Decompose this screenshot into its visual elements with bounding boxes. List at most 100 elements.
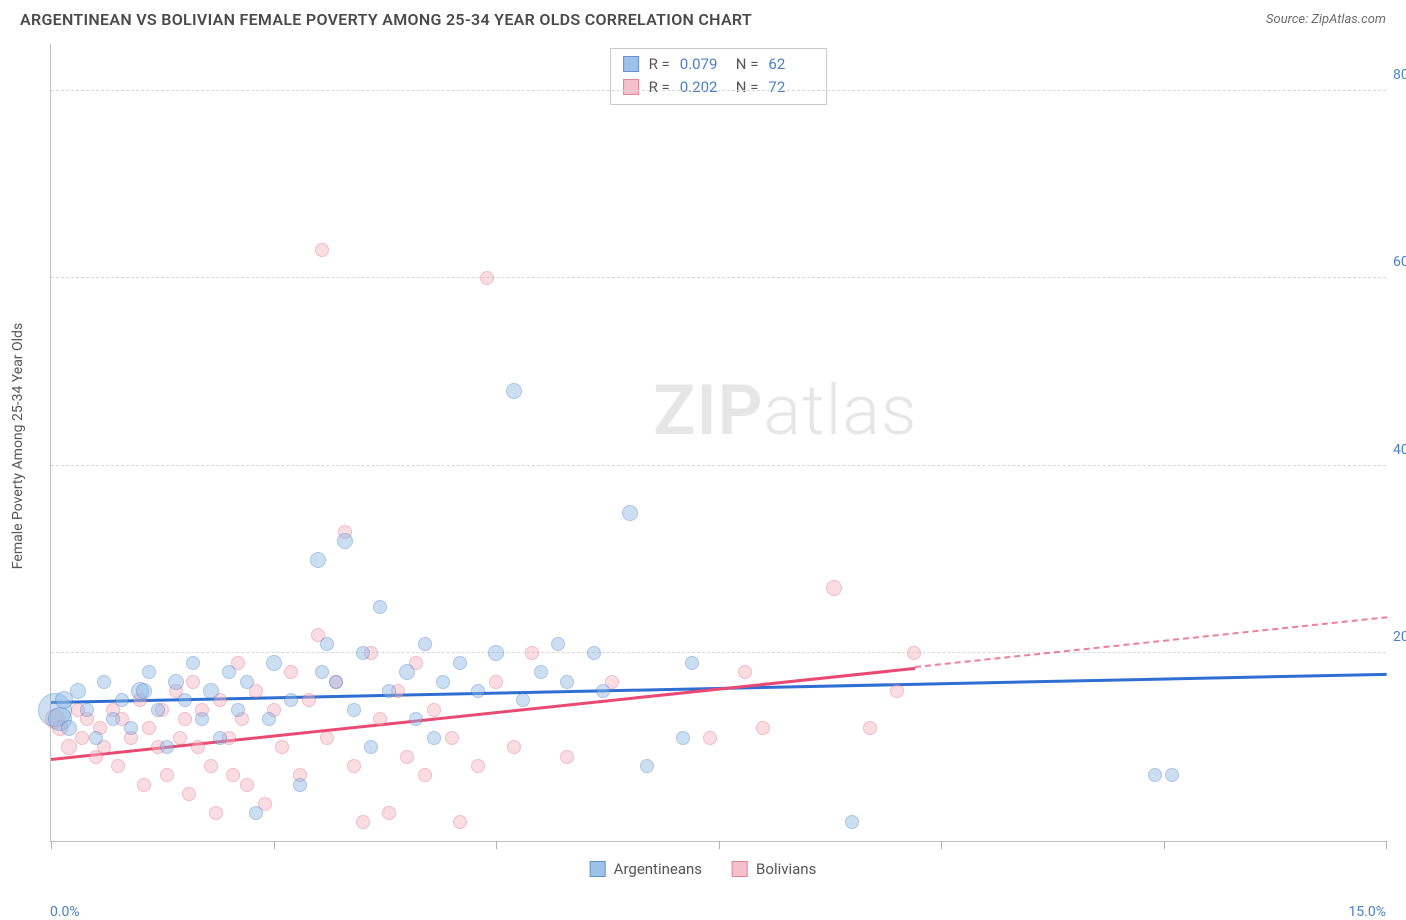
data-point (845, 815, 859, 829)
data-point (489, 675, 503, 689)
data-point (587, 646, 601, 660)
data-point (738, 665, 752, 679)
data-point (151, 703, 165, 717)
data-point (382, 806, 396, 820)
data-point (178, 693, 192, 707)
data-point (507, 740, 521, 754)
data-point (195, 712, 209, 726)
data-point (315, 243, 329, 257)
data-point (226, 768, 240, 782)
swatch-bolivians-icon (732, 861, 748, 877)
data-point (329, 675, 343, 689)
stats-n-label: N = (736, 53, 759, 76)
x-tick (719, 841, 720, 849)
x-tick (51, 841, 52, 849)
y-tick-label: 40.0% (1393, 442, 1406, 458)
stats-n-value-a: 62 (768, 53, 814, 76)
data-point (115, 693, 129, 707)
data-point (399, 664, 415, 680)
data-point (471, 759, 485, 773)
data-point (70, 683, 86, 699)
data-point (676, 731, 690, 745)
data-point (347, 759, 361, 773)
x-axis-min-label: 0.0% (50, 904, 80, 920)
series-legend: Argentineans Bolivians (590, 860, 817, 878)
data-point (863, 721, 877, 735)
data-point (890, 684, 904, 698)
data-point (111, 759, 125, 773)
stats-r-label: R = (649, 76, 670, 99)
data-point (231, 703, 245, 717)
stats-r-value-a: 0.079 (680, 53, 726, 76)
data-point (427, 731, 441, 745)
watermark-light: atlas (764, 370, 918, 452)
data-point (703, 731, 717, 745)
stats-n-label: N = (736, 76, 759, 99)
x-tick (941, 841, 942, 849)
data-point (186, 675, 200, 689)
data-point (826, 580, 842, 596)
data-point (240, 778, 254, 792)
data-point (480, 271, 494, 285)
data-point (516, 693, 530, 707)
gridline (51, 465, 1386, 466)
data-point (373, 712, 387, 726)
data-point (75, 731, 89, 745)
gridline (51, 90, 1386, 91)
data-point (409, 712, 423, 726)
source-attribution: Source: ZipAtlas.com (1266, 12, 1386, 27)
y-tick-label: 80.0% (1393, 67, 1406, 83)
y-axis-title: Female Poverty Among 25-34 Year Olds (10, 323, 26, 569)
data-point (293, 778, 307, 792)
data-point (1165, 768, 1179, 782)
watermark-bold: ZIP (653, 370, 763, 452)
data-point (907, 646, 921, 660)
chart-title: ARGENTINEAN VS BOLIVIAN FEMALE POVERTY A… (20, 10, 752, 29)
data-point (337, 533, 353, 549)
x-axis-max-label: 15.0% (1348, 904, 1386, 920)
data-point (204, 759, 218, 773)
data-point (160, 740, 174, 754)
stats-legend: R = 0.079 N = 62 R = 0.202 N = 72 (610, 48, 828, 105)
data-point (186, 656, 200, 670)
data-point (320, 731, 334, 745)
data-point (560, 750, 574, 764)
data-point (427, 703, 441, 717)
data-point (275, 740, 289, 754)
data-point (262, 712, 276, 726)
swatch-bolivians-icon (623, 79, 639, 95)
data-point (551, 637, 565, 651)
data-point (445, 731, 459, 745)
data-point (209, 806, 223, 820)
data-point (622, 505, 638, 521)
stats-row-series-b: R = 0.202 N = 72 (623, 76, 815, 99)
data-point (453, 815, 467, 829)
data-point (315, 665, 329, 679)
x-tick (274, 841, 275, 849)
stats-row-series-a: R = 0.079 N = 62 (623, 53, 815, 76)
data-point (203, 683, 219, 699)
plot-area: R = 0.079 N = 62 R = 0.202 N = 72 ZIPatl… (50, 44, 1386, 842)
data-point (356, 646, 370, 660)
data-point (284, 693, 298, 707)
gridline (51, 277, 1386, 278)
x-tick (1386, 841, 1387, 849)
data-point (168, 674, 184, 690)
data-point (1148, 768, 1162, 782)
data-point (173, 731, 187, 745)
data-point (364, 740, 378, 754)
data-point (418, 768, 432, 782)
data-point (436, 675, 450, 689)
data-point (182, 787, 196, 801)
data-point (89, 731, 103, 745)
data-point (488, 645, 504, 661)
data-point (560, 675, 574, 689)
data-point (382, 684, 396, 698)
data-point (418, 637, 432, 651)
data-point (347, 703, 361, 717)
stats-r-value-b: 0.202 (680, 76, 726, 99)
data-point (310, 552, 326, 568)
data-point (640, 759, 654, 773)
data-point (191, 740, 205, 754)
data-point (356, 815, 370, 829)
